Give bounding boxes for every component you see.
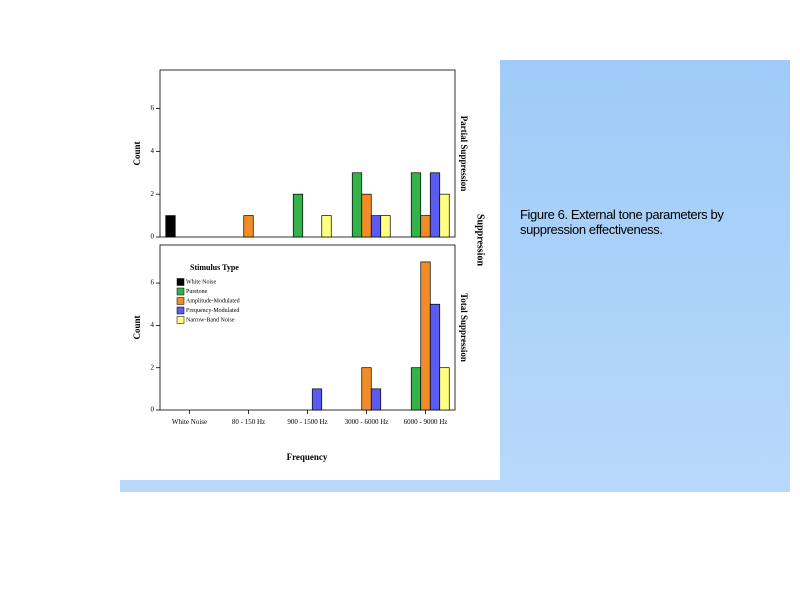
legend-label: Narrow-Band Noise (186, 317, 235, 323)
y-tick-label: 4 (151, 321, 155, 329)
legend-swatch (176, 278, 185, 286)
bar (380, 215, 391, 238)
y-tick-label: 4 (151, 147, 155, 155)
bar (361, 367, 372, 411)
bar (420, 261, 431, 411)
panel-label: Total Suppression (459, 293, 469, 362)
y-tick-label: 2 (151, 363, 155, 371)
bar (292, 193, 304, 238)
bar (361, 193, 372, 238)
legend-label: Frequency-Modulated (186, 308, 239, 314)
legend-label: Amplitude-Modulated (186, 298, 240, 304)
bar (321, 215, 332, 238)
y-tick-label: 6 (151, 104, 155, 112)
blue-panel (500, 60, 790, 480)
bar (370, 215, 382, 238)
bar (410, 367, 422, 411)
y-tick-label: 2 (151, 190, 155, 198)
x-tick-label: 900 - 1500 Hz (287, 418, 328, 426)
bar (410, 172, 422, 238)
legend-label: Puretone (186, 289, 208, 295)
x-tick-label: 80 - 150 Hz (231, 418, 266, 426)
y-tick-label: 6 (151, 279, 155, 287)
legend-label: White Noise (186, 279, 216, 285)
bar (370, 388, 382, 411)
legend-swatch (176, 297, 185, 305)
panel-label: Partial Suppression (459, 116, 469, 192)
bar (429, 303, 441, 411)
bar (311, 388, 323, 411)
plot-frame (159, 69, 456, 238)
bar (439, 367, 450, 411)
bar (351, 172, 363, 238)
facet-label: Suppression (475, 214, 486, 267)
legend-swatch (176, 306, 185, 315)
x-axis-label: Frequency (287, 452, 328, 462)
y-tick-label: 0 (151, 233, 155, 241)
bar (429, 172, 441, 238)
bar (243, 215, 254, 238)
blue-band (120, 480, 790, 492)
x-tick-label: 6000 - 9000 Hz (403, 418, 448, 426)
y-axis-label: Count (132, 315, 142, 339)
x-tick-label: White Noise (171, 418, 208, 426)
legend-title: Stimulus Type (190, 263, 239, 272)
bar (420, 215, 431, 238)
legend-swatch (176, 316, 185, 324)
y-tick-label: 0 (151, 406, 155, 414)
legend-swatch (176, 287, 185, 296)
caption: Figure 6. External tone parameters by su… (520, 207, 724, 237)
x-tick-label: 3000 - 6000 Hz (344, 418, 389, 426)
bar (439, 193, 450, 238)
bar (165, 215, 176, 238)
y-axis-label: Count (132, 141, 142, 165)
